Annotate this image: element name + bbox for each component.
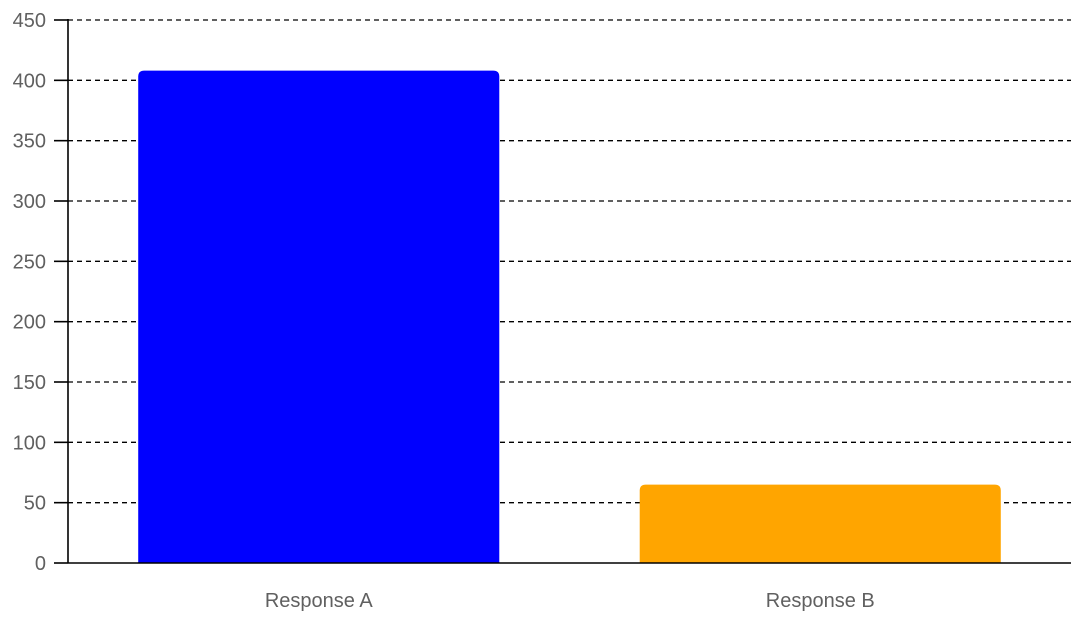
y-tick-label: 50 xyxy=(24,493,46,515)
y-tick-label: 0 xyxy=(35,553,46,575)
bar-response-b xyxy=(639,484,1001,563)
axis-layer xyxy=(67,19,1071,564)
bar-layer xyxy=(138,70,1001,564)
y-tick-label: 100 xyxy=(13,432,46,454)
y-tick-label: 300 xyxy=(13,191,46,213)
y-tick-label: 250 xyxy=(13,251,46,273)
x-axis-labels: Response A Response B xyxy=(265,590,875,612)
y-tick-label: 450 xyxy=(13,10,46,32)
y-tick-label: 350 xyxy=(13,131,46,153)
y-tick-label: 200 xyxy=(13,312,46,334)
x-tick-label: Response B xyxy=(766,590,875,612)
x-tick-label: Response A xyxy=(265,590,374,612)
y-tick-label: 400 xyxy=(13,70,46,92)
bar-response-a xyxy=(138,70,500,564)
y-tick-label: 150 xyxy=(13,372,46,394)
y-axis-ticks: 0 50 100 150 200 250 300 350 400 450 xyxy=(13,10,68,575)
